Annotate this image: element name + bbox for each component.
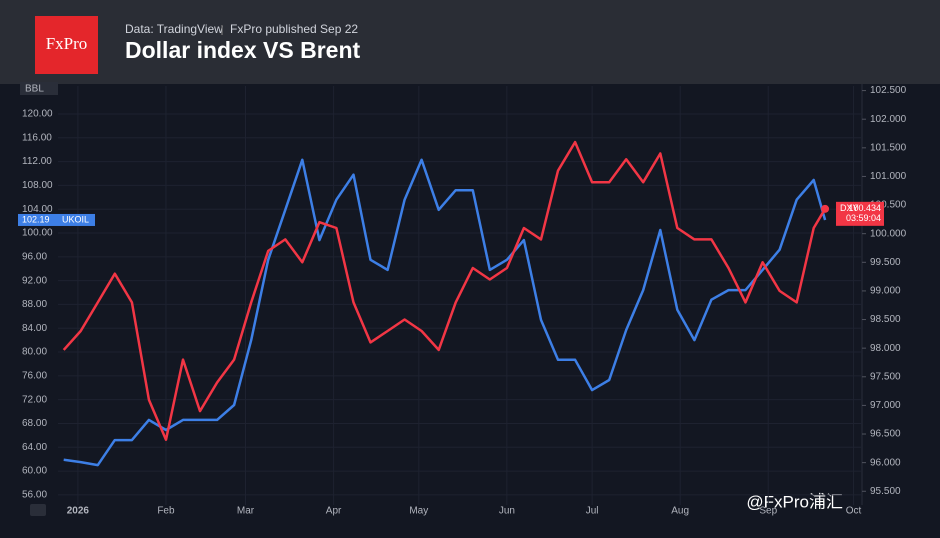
y-tick-label: 104.00 [22, 204, 53, 215]
y-tick-label: 100.00 [22, 228, 53, 239]
y-axis-label: BBL [25, 84, 44, 95]
y2-tick-label: 101.500 [870, 142, 907, 153]
y2-tick-label: 99.500 [870, 257, 901, 268]
y-tick-label: 96.00 [22, 251, 47, 262]
y2-tick-label: 96.500 [870, 429, 901, 440]
y2-tick-label: 96.000 [870, 457, 901, 468]
y2-tick-label: 102.500 [870, 85, 907, 96]
logo-text: FxPro [46, 34, 88, 53]
x-tick-label: 2026 [67, 506, 90, 517]
last-point [821, 204, 830, 213]
logo [35, 16, 98, 74]
source: Data: TradingView [125, 22, 223, 36]
x-tick-label: Jun [499, 506, 515, 517]
y-tick-label: 84.00 [22, 323, 47, 334]
x-tick-label: Oct [846, 506, 862, 517]
y-tick-label: 108.00 [22, 180, 53, 191]
y2-tick-label: 102.000 [870, 114, 907, 125]
chart-title: Dollar index VS Brent [125, 37, 361, 63]
header [0, 0, 940, 84]
last-tag [18, 213, 95, 226]
y-tick-label: 88.00 [22, 299, 47, 310]
x-tick-label: Jul [586, 506, 599, 517]
last-tag [836, 201, 884, 226]
x-tick-label: Apr [326, 506, 342, 517]
y2-tick-label: 98.000 [870, 343, 901, 354]
y-tick-label: 76.00 [22, 370, 47, 381]
x-tick-label: Feb [157, 506, 175, 517]
y-tick-label: 72.00 [22, 394, 47, 405]
y2-tick-label: 97.000 [870, 400, 901, 411]
y2-tick-label: 98.500 [870, 314, 901, 325]
y2-tick-label: 97.500 [870, 371, 901, 382]
badge [30, 504, 46, 516]
countdown: 03:59:04 [846, 213, 881, 223]
y-tick-label: 92.00 [22, 275, 47, 286]
published: FxPro published Sep 22 [230, 22, 358, 36]
y-tick-label: 116.00 [22, 132, 52, 143]
y-label-box [20, 82, 58, 95]
y2-tick-label: 95.500 [870, 486, 901, 497]
x-tick-label: May [409, 506, 428, 517]
y2-tick-label: 99.000 [870, 286, 901, 297]
last-label: 100.434 [848, 203, 881, 213]
legend-entry: DXY [840, 203, 859, 213]
watermark: @FxPro浦汇 [746, 492, 843, 511]
y-tick-label: 68.00 [22, 418, 47, 429]
series-line [63, 158, 827, 467]
series-line [62, 140, 827, 441]
y-tick-label: 120.00 [22, 109, 53, 120]
y-tick-label: 64.00 [22, 442, 47, 453]
x-tick-label: Mar [237, 506, 255, 517]
legend-entry: UKOIL [62, 214, 89, 224]
x-tick-label: Aug [671, 506, 689, 517]
y-tick-label: 60.00 [22, 466, 47, 477]
y-tick-label: 80.00 [22, 347, 47, 358]
y-tick-label: 56.00 [22, 490, 47, 501]
y2-tick-label: 100.000 [870, 228, 907, 239]
y-tick-label: 112.00 [22, 156, 52, 167]
last-label: 102.19 [22, 214, 50, 224]
y2-tick-label: 101.000 [870, 171, 907, 182]
x-tick-label: Sep [759, 506, 777, 517]
y2-tick-label: 100.500 [870, 200, 907, 211]
